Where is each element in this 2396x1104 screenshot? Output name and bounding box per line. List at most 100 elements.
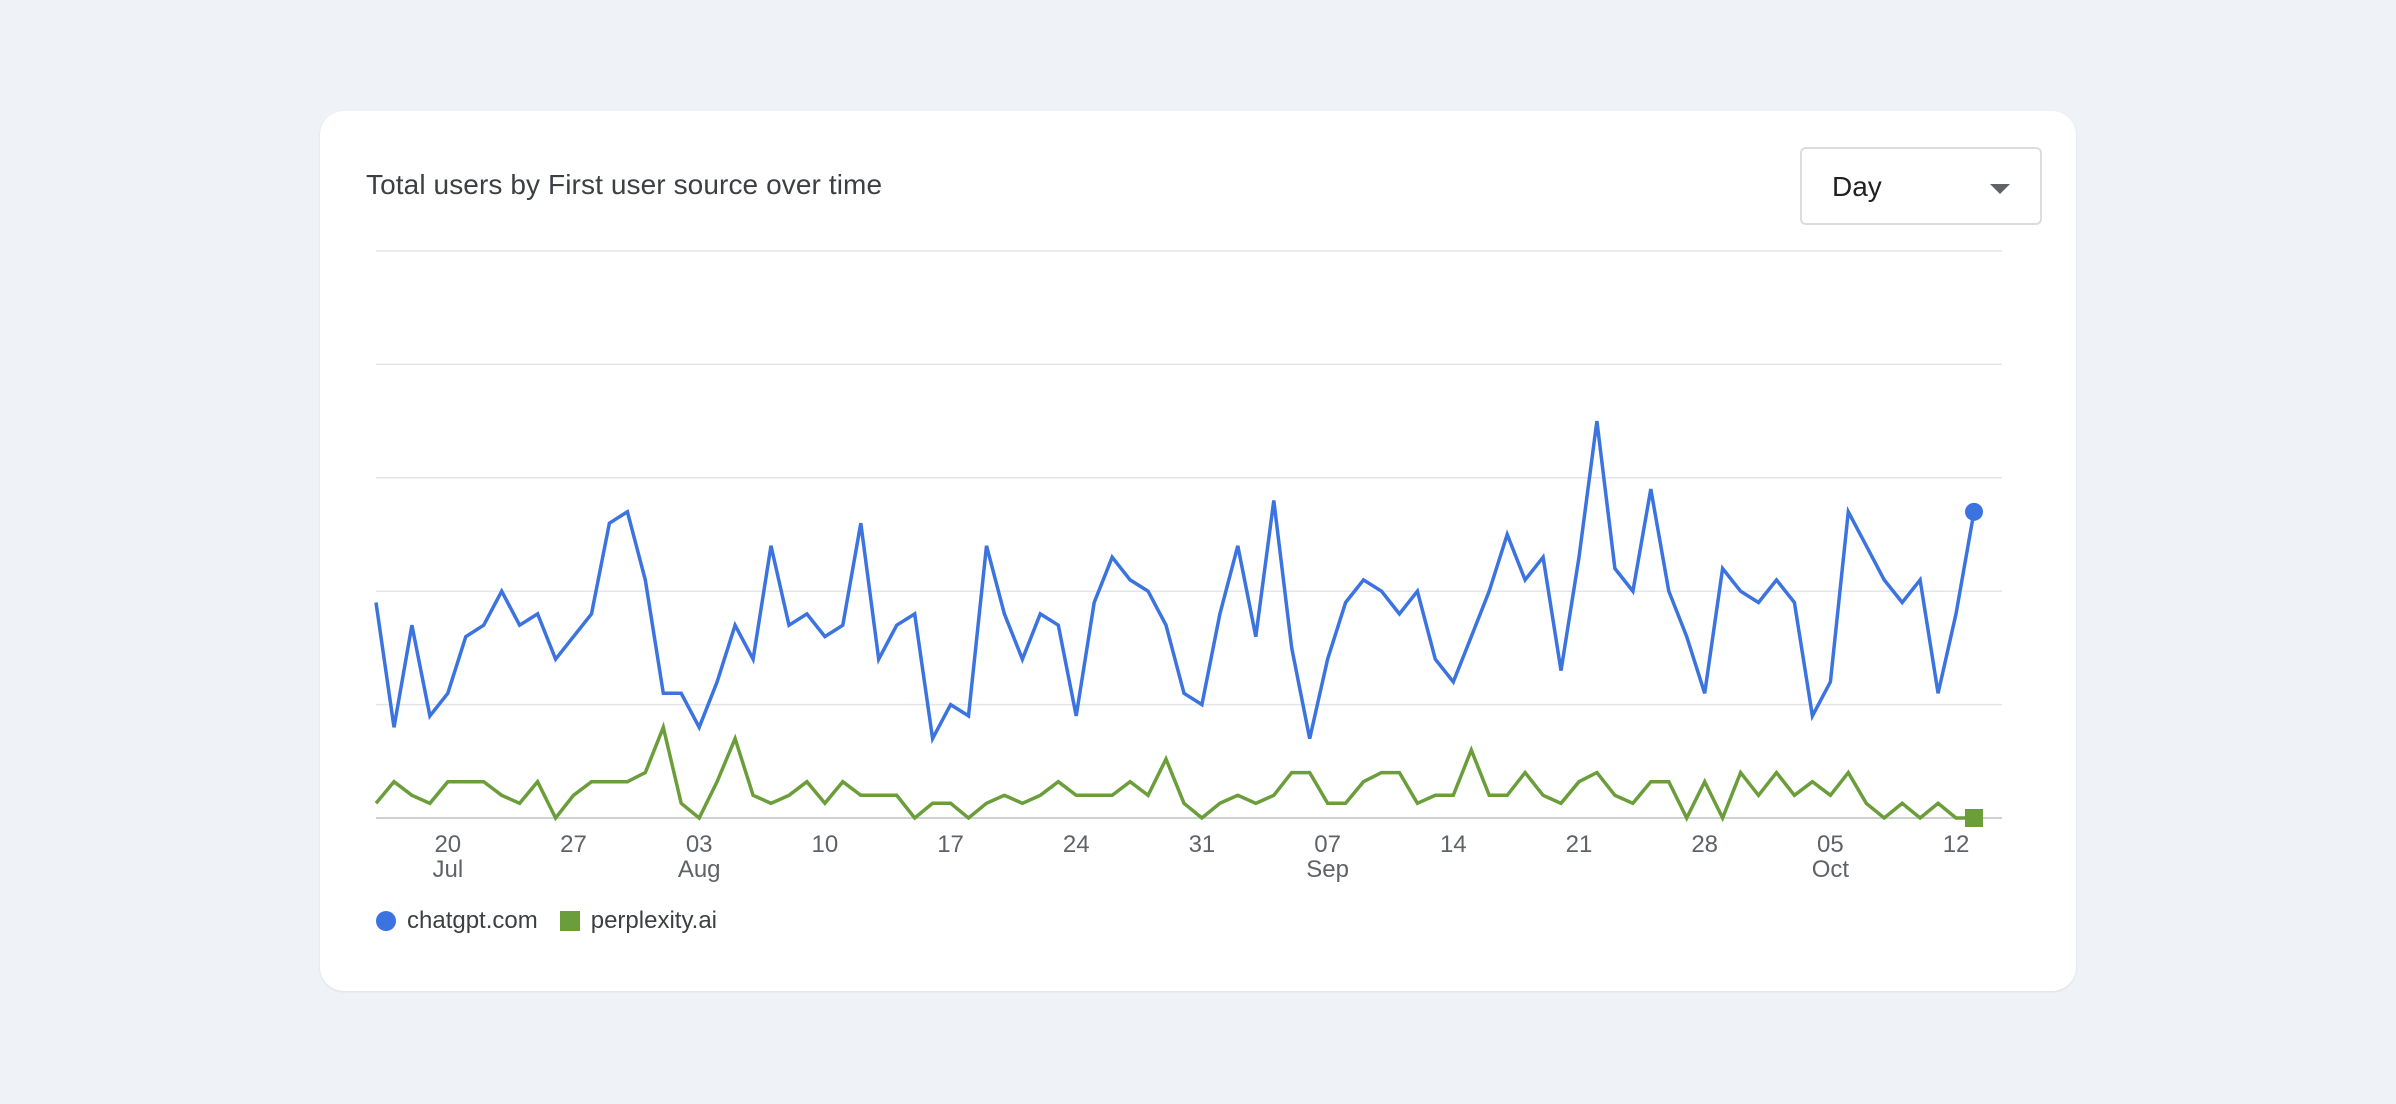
data-point[interactable] bbox=[998, 789, 1010, 801]
data-point[interactable] bbox=[1016, 653, 1028, 665]
data-point[interactable] bbox=[1375, 767, 1387, 779]
data-point[interactable] bbox=[1591, 767, 1603, 779]
data-point[interactable] bbox=[1070, 710, 1082, 722]
data-point[interactable] bbox=[1483, 585, 1495, 597]
data-point[interactable] bbox=[1106, 789, 1118, 801]
data-point[interactable] bbox=[460, 776, 472, 788]
data-point[interactable] bbox=[747, 653, 759, 665]
data-point[interactable] bbox=[1411, 585, 1423, 597]
data-point[interactable] bbox=[1375, 585, 1387, 597]
data-point[interactable] bbox=[1286, 642, 1298, 654]
data-point[interactable] bbox=[496, 585, 508, 597]
data-point[interactable] bbox=[1178, 687, 1190, 699]
data-point[interactable] bbox=[1447, 676, 1459, 688]
data-point[interactable] bbox=[1465, 744, 1477, 756]
data-point[interactable] bbox=[657, 721, 669, 733]
data-point[interactable] bbox=[532, 776, 544, 788]
data-point[interactable] bbox=[855, 789, 867, 801]
data-point[interactable] bbox=[855, 517, 867, 529]
data-point[interactable] bbox=[1286, 767, 1298, 779]
data-point[interactable] bbox=[675, 797, 687, 809]
data-point[interactable] bbox=[1304, 733, 1316, 745]
data-point[interactable] bbox=[1788, 597, 1800, 609]
data-point[interactable] bbox=[998, 608, 1010, 620]
data-point[interactable] bbox=[1645, 483, 1657, 495]
data-point[interactable] bbox=[693, 721, 705, 733]
data-point[interactable] bbox=[1393, 767, 1405, 779]
data-point[interactable] bbox=[478, 619, 490, 631]
data-point[interactable] bbox=[585, 776, 597, 788]
data-point[interactable] bbox=[783, 789, 795, 801]
data-point[interactable] bbox=[639, 574, 651, 586]
data-point[interactable] bbox=[603, 517, 615, 529]
data-point[interactable] bbox=[1537, 789, 1549, 801]
data-point[interactable] bbox=[873, 789, 885, 801]
data-point[interactable] bbox=[621, 506, 633, 518]
data-point[interactable] bbox=[1914, 812, 1926, 824]
data-point[interactable] bbox=[1770, 574, 1782, 586]
data-point[interactable] bbox=[1411, 797, 1423, 809]
data-point[interactable] bbox=[1429, 789, 1441, 801]
data-point[interactable] bbox=[980, 540, 992, 552]
series-line-perplexity[interactable] bbox=[374, 721, 1974, 823]
data-point[interactable] bbox=[801, 776, 813, 788]
data-point[interactable] bbox=[1860, 797, 1872, 809]
legend-item-chatgpt[interactable]: chatgpt.com bbox=[376, 907, 538, 935]
data-point[interactable] bbox=[1501, 529, 1513, 541]
data-point[interactable] bbox=[801, 608, 813, 620]
data-point[interactable] bbox=[819, 631, 831, 643]
data-point[interactable] bbox=[1322, 797, 1334, 809]
data-point[interactable] bbox=[1717, 812, 1729, 824]
data-point[interactable] bbox=[1519, 767, 1531, 779]
data-point[interactable] bbox=[1304, 767, 1316, 779]
data-point[interactable] bbox=[963, 812, 975, 824]
data-point[interactable] bbox=[927, 797, 939, 809]
data-point[interactable] bbox=[1806, 776, 1818, 788]
data-point[interactable] bbox=[1052, 776, 1064, 788]
data-point[interactable] bbox=[1932, 687, 1944, 699]
data-point[interactable] bbox=[1699, 687, 1711, 699]
data-point[interactable] bbox=[442, 687, 454, 699]
data-point[interactable] bbox=[1735, 585, 1747, 597]
data-point[interactable] bbox=[1340, 597, 1352, 609]
data-point[interactable] bbox=[1770, 767, 1782, 779]
data-point[interactable] bbox=[1106, 551, 1118, 563]
data-point[interactable] bbox=[729, 733, 741, 745]
data-point[interactable] bbox=[1860, 540, 1872, 552]
data-point[interactable] bbox=[729, 619, 741, 631]
data-point[interactable] bbox=[1753, 789, 1765, 801]
data-point[interactable] bbox=[1034, 608, 1046, 620]
data-point[interactable] bbox=[639, 767, 651, 779]
data-point[interactable] bbox=[1214, 608, 1226, 620]
data-point[interactable] bbox=[1196, 812, 1208, 824]
data-point[interactable] bbox=[406, 619, 418, 631]
data-point[interactable] bbox=[1717, 563, 1729, 575]
data-point[interactable] bbox=[945, 797, 957, 809]
data-point[interactable] bbox=[1016, 797, 1028, 809]
data-point[interactable] bbox=[550, 653, 562, 665]
granularity-dropdown[interactable]: Day bbox=[1800, 147, 2042, 225]
data-point[interactable] bbox=[1322, 653, 1334, 665]
data-point[interactable] bbox=[1681, 812, 1693, 824]
data-point[interactable] bbox=[1447, 789, 1459, 801]
data-point[interactable] bbox=[1465, 631, 1477, 643]
data-point[interactable] bbox=[532, 608, 544, 620]
data-point[interactable] bbox=[1537, 551, 1549, 563]
data-point[interactable] bbox=[980, 797, 992, 809]
data-point[interactable] bbox=[891, 789, 903, 801]
data-point[interactable] bbox=[945, 699, 957, 711]
data-point[interactable] bbox=[1088, 597, 1100, 609]
data-point[interactable] bbox=[514, 619, 526, 631]
data-point[interactable] bbox=[550, 812, 562, 824]
data-point[interactable] bbox=[406, 789, 418, 801]
data-point[interactable] bbox=[460, 631, 472, 643]
data-point[interactable] bbox=[1627, 797, 1639, 809]
data-point[interactable] bbox=[478, 776, 490, 788]
data-point[interactable] bbox=[1160, 619, 1172, 631]
data-point[interactable] bbox=[585, 608, 597, 620]
data-point[interactable] bbox=[693, 812, 705, 824]
data-point[interactable] bbox=[1268, 789, 1280, 801]
data-point[interactable] bbox=[1842, 767, 1854, 779]
data-point[interactable] bbox=[1232, 789, 1244, 801]
data-point[interactable] bbox=[1268, 494, 1280, 506]
